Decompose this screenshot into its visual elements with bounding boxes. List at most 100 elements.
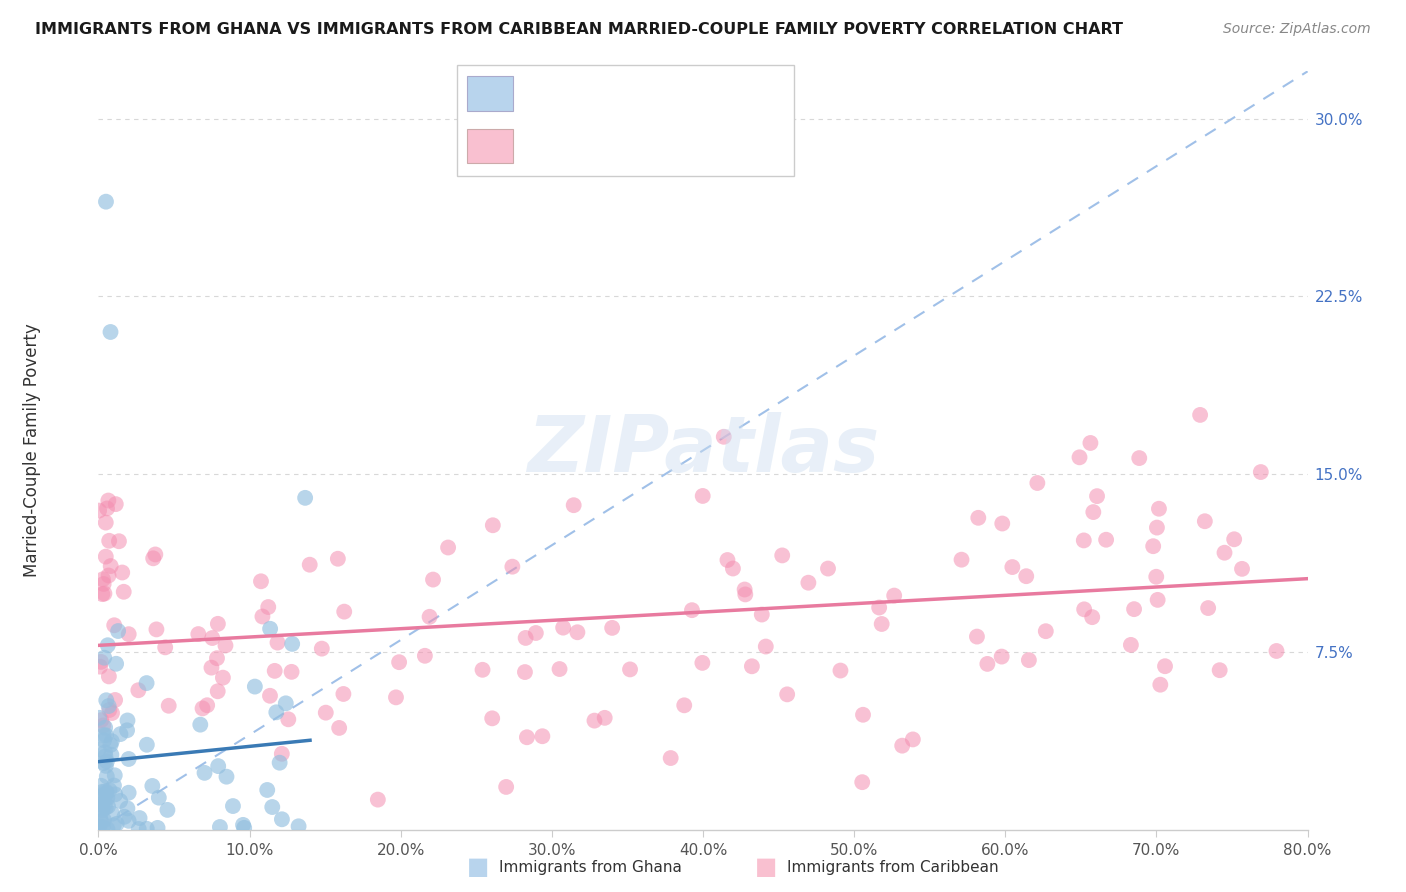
- Point: [93, 733, 115, 747]
- Point: [516, 731, 538, 745]
- Point: [110, 727, 132, 741]
- Point: [127, 683, 149, 698]
- Point: [966, 630, 988, 644]
- Point: [104, 497, 127, 511]
- Point: [770, 549, 793, 563]
- Point: [141, 779, 163, 793]
- Point: [90, 814, 112, 829]
- Point: [1015, 569, 1038, 583]
- Point: [201, 631, 224, 645]
- Point: [419, 609, 441, 624]
- Point: [990, 649, 1012, 664]
- Point: [553, 621, 575, 635]
- Point: [243, 680, 266, 694]
- Point: [117, 714, 139, 728]
- Point: [94, 797, 117, 811]
- Point: [280, 665, 302, 679]
- Point: [1083, 505, 1105, 519]
- Point: [1144, 570, 1167, 584]
- Point: [96, 755, 118, 769]
- Point: [94, 790, 117, 805]
- Point: [90, 779, 112, 793]
- Point: [135, 676, 157, 690]
- Point: [87, 503, 110, 517]
- Point: [328, 721, 350, 735]
- Point: [107, 624, 129, 638]
- Point: [851, 775, 873, 789]
- Point: [1265, 644, 1288, 658]
- Point: [135, 822, 157, 836]
- Point: [852, 707, 875, 722]
- Point: [1230, 562, 1253, 576]
- Point: [692, 489, 714, 503]
- Point: [100, 325, 122, 339]
- Point: [891, 739, 914, 753]
- Point: [659, 751, 682, 765]
- Point: [89, 819, 111, 833]
- Point: [101, 734, 124, 748]
- Point: [277, 712, 299, 726]
- Point: [205, 651, 228, 665]
- Point: [287, 819, 309, 833]
- Point: [108, 794, 131, 808]
- Point: [97, 669, 120, 683]
- Point: [89, 822, 111, 837]
- Point: [333, 605, 356, 619]
- Point: [274, 696, 297, 710]
- Point: [1194, 514, 1216, 528]
- Point: [94, 721, 117, 735]
- Point: [901, 732, 924, 747]
- Text: Immigrants from Caribbean: Immigrants from Caribbean: [787, 860, 1000, 874]
- Point: [513, 665, 536, 679]
- Point: [90, 713, 112, 727]
- Point: [118, 786, 141, 800]
- Point: [481, 711, 503, 725]
- Point: [531, 729, 554, 743]
- Point: [259, 689, 281, 703]
- Point: [97, 799, 120, 814]
- Point: [471, 663, 494, 677]
- Point: [89, 659, 111, 673]
- Point: [257, 600, 280, 615]
- Point: [104, 768, 127, 782]
- Point: [215, 770, 238, 784]
- Point: [976, 657, 998, 671]
- Point: [501, 559, 523, 574]
- Point: [100, 738, 122, 752]
- Text: Immigrants from Ghana: Immigrants from Ghana: [499, 860, 682, 874]
- Point: [495, 780, 517, 794]
- Point: [214, 639, 236, 653]
- Point: [721, 561, 744, 575]
- Point: [94, 728, 117, 742]
- Point: [1069, 450, 1091, 465]
- Point: [991, 516, 1014, 531]
- Point: [232, 818, 254, 832]
- Point: [96, 769, 118, 783]
- Point: [187, 627, 209, 641]
- Point: [332, 687, 354, 701]
- Point: [100, 747, 122, 762]
- Point: [108, 534, 131, 549]
- Point: [153, 640, 176, 655]
- Point: [103, 818, 125, 832]
- Point: [883, 589, 905, 603]
- Point: [146, 821, 169, 835]
- Point: [269, 756, 291, 770]
- Point: [103, 779, 125, 793]
- Point: [101, 706, 124, 720]
- Point: [89, 812, 111, 826]
- Point: [1142, 539, 1164, 553]
- Point: [734, 587, 756, 601]
- Point: [207, 759, 229, 773]
- Point: [87, 742, 110, 756]
- Point: [263, 664, 285, 678]
- Point: [114, 810, 136, 824]
- Point: [1095, 533, 1118, 547]
- Point: [94, 759, 117, 773]
- Point: [93, 728, 115, 742]
- Point: [93, 813, 115, 827]
- Point: [950, 552, 973, 566]
- Point: [734, 582, 756, 597]
- Point: [1189, 408, 1212, 422]
- Point: [93, 650, 115, 665]
